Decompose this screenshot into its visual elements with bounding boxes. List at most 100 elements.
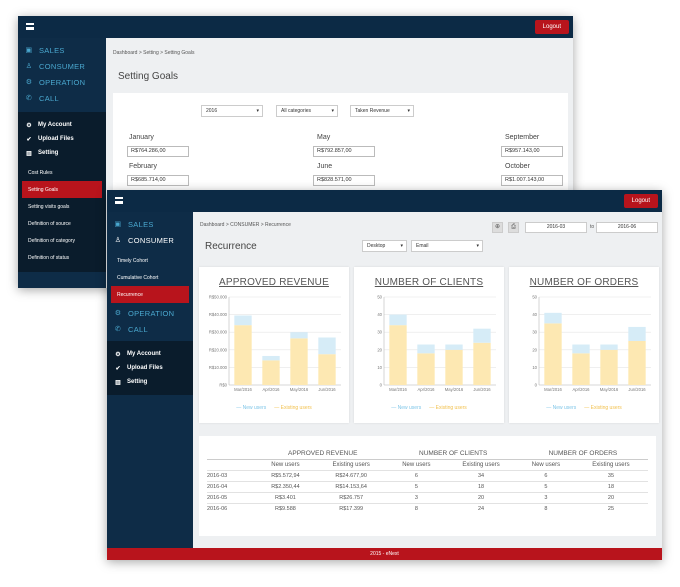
logout-button[interactable]: Logout (623, 194, 658, 208)
year-select[interactable]: 2016 ▾ (201, 105, 263, 117)
channel-value: Email (416, 243, 429, 249)
sub-setting-visits-goals[interactable]: Setting visits goals (28, 203, 70, 210)
bar-existing-users (544, 323, 562, 385)
legend-existing: — Existing users (274, 405, 312, 411)
date-from-input[interactable]: 2016-03 (525, 222, 587, 233)
table-cell: R$3.401 (257, 492, 314, 504)
nav-consumer[interactable]: ♙ CONSUMER (18, 58, 106, 74)
goal-input-october[interactable]: R$1.007.143,00 (501, 175, 563, 186)
month-label: September (505, 134, 540, 141)
row-period: 2016-03 (207, 470, 257, 482)
nav-label: CALL (39, 93, 59, 103)
nav-sales[interactable]: ▣ SALES (107, 216, 193, 232)
table-cell: R$5.572,94 (257, 470, 314, 482)
my-account-link[interactable]: ⚙ My Account (107, 347, 193, 361)
chart-title: NUMBER OF CLIENTS (374, 277, 484, 288)
table-cell: R$9.588 (257, 503, 314, 514)
menu-icon[interactable] (115, 197, 123, 204)
y-tick-label: R$10.000 (209, 365, 228, 370)
device-value: Desktop (367, 243, 386, 249)
table-cell: 6 (388, 470, 445, 482)
my-account-label: My Account (127, 351, 161, 357)
sub-definition-of-status[interactable]: Definition of status (28, 254, 70, 261)
phone-icon: ✆ (114, 326, 122, 333)
setting-label: Setting (38, 150, 59, 156)
sub-definition-of-source[interactable]: Definition of source (28, 220, 71, 227)
y-tick-label: 30 (532, 330, 537, 335)
legend-existing: — Existing users (429, 405, 467, 411)
group-header: NUMBER OF CLIENTS (419, 450, 488, 457)
x-tick-label: Apr/2016 (418, 387, 436, 392)
table-cell: 6 (517, 470, 574, 482)
bar-existing-users (600, 349, 618, 385)
y-tick-label: R$0 (219, 383, 227, 388)
nav-operation[interactable]: ⚙ OPERATION (18, 74, 106, 90)
metric-select[interactable]: Taken Revenue ▾ (350, 105, 414, 117)
bar-new-users (262, 355, 280, 361)
category-select[interactable]: All categories ▾ (276, 105, 338, 117)
sub-cost-rules[interactable]: Cost Rules (28, 169, 53, 176)
gear-icon: ⚙ (115, 351, 121, 358)
y-tick-label: R$30.000 (209, 330, 228, 335)
nav-label: OPERATION (39, 77, 86, 87)
legend-new: — New users (236, 405, 267, 411)
chart-legend: — New users — Existing users (354, 405, 504, 411)
year-value: 2016 (206, 108, 218, 114)
table-cell: 18 (573, 481, 648, 493)
bar-new-users (234, 315, 252, 326)
y-tick-label: 20 (377, 347, 382, 352)
x-tick-label: Apr/2016 (263, 387, 281, 392)
bar-existing-users (572, 353, 590, 385)
nav-sales[interactable]: ▣ SALES (18, 42, 106, 58)
nav-label: CONSUMER (128, 235, 175, 245)
print-icon[interactable]: ⎙ (508, 222, 519, 233)
goal-input-january[interactable]: R$764.286,00 (127, 146, 189, 157)
table-cell: 5 (388, 481, 445, 493)
month-label: January (129, 134, 154, 141)
logout-button[interactable]: Logout (534, 20, 569, 34)
nav-label: OPERATION (128, 308, 175, 318)
column-header: Existing users (313, 459, 389, 471)
my-account-link[interactable]: ⚙ My Account (18, 118, 106, 132)
device-select[interactable]: Desktop ▾ (362, 240, 407, 252)
goal-input-february[interactable]: R$685.714,00 (127, 175, 189, 186)
bar-new-users (445, 344, 463, 350)
nav-call[interactable]: ✆ CALL (18, 90, 106, 106)
column-header: Existing users (444, 459, 518, 471)
x-tick-label: Apr/2016 (573, 387, 591, 392)
goal-input-september[interactable]: R$957.143,00 (501, 146, 563, 157)
zoom-icon[interactable]: ⊕ (492, 222, 503, 233)
summary-table-panel: APPROVED REVENUE NUMBER OF CLIENTS NUMBE… (199, 436, 656, 536)
table-row: 2016-04 R$2.350,44 R$14.153,64 5 18 5 18 (207, 481, 648, 493)
user-menu: ⚙ My Account ✔ Upload Files ▥ Setting (107, 341, 193, 395)
sub-timely-cohort[interactable]: Timely Cohort (117, 257, 148, 264)
row-period: 2016-05 (207, 492, 257, 504)
y-tick-label: 10 (532, 365, 537, 370)
bar-existing-users (473, 342, 491, 385)
menu-icon[interactable] (26, 23, 34, 30)
bar-new-users (544, 312, 562, 324)
cogs-icon: ⚙ (25, 79, 33, 86)
nav-operation[interactable]: ⚙ OPERATION (107, 305, 193, 321)
channel-select[interactable]: Email ▾ (411, 240, 483, 252)
goal-input-june[interactable]: R$828.571,00 (313, 175, 375, 186)
check-icon: ✔ (26, 136, 32, 143)
upload-files-link[interactable]: ✔ Upload Files (107, 361, 193, 375)
setting-link[interactable]: ▥ Setting (107, 375, 193, 389)
sub-definition-of-category[interactable]: Definition of category (28, 237, 75, 244)
sub-cumulative-cohort[interactable]: Cumulative Cohort (117, 274, 159, 281)
setting-link[interactable]: ▥ Setting (18, 146, 106, 160)
sub-setting-goals[interactable]: Setting Goals (22, 181, 102, 198)
sidebar: ▣ SALES ♙ CONSUMER ⚙ OPERATION ✆ CALL ⚙ My Ac… (18, 38, 106, 288)
upload-files-link[interactable]: ✔ Upload Files (18, 132, 106, 146)
x-tick-label: Mar/2016 (234, 387, 252, 392)
bar-new-users (473, 328, 491, 343)
date-to-input[interactable]: 2016-06 (596, 222, 658, 233)
category-value: All categories (281, 108, 312, 114)
nav-call[interactable]: ✆ CALL (107, 321, 193, 337)
sub-recurrence[interactable]: Recurrence (111, 286, 189, 303)
nav-consumer[interactable]: ♙ CONSUMER (107, 232, 193, 248)
footer: 2015 - eNext (107, 548, 662, 560)
column-header: Existing users (573, 459, 648, 471)
goal-input-may[interactable]: R$792.857,00 (313, 146, 375, 157)
